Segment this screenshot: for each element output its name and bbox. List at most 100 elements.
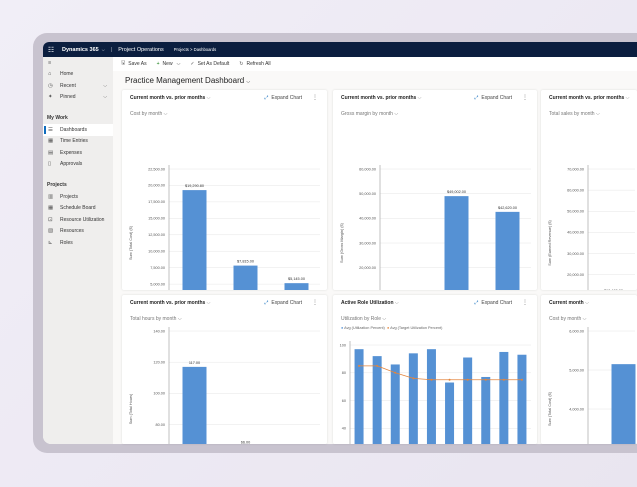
app-name[interactable]: Dynamics 365 [62, 46, 99, 53]
chart-selector[interactable]: Cost by month ⌵ [130, 111, 167, 117]
projects-icon: ▥ [48, 193, 54, 200]
target-point [466, 378, 469, 381]
target-line [359, 365, 522, 381]
bar [233, 265, 258, 290]
chart-selector[interactable]: Total hours by month ⌵ [130, 316, 182, 322]
y-tick-label: 70,000.00 [567, 167, 584, 171]
chart-selector[interactable]: Utilization by Role ⌵ [341, 316, 386, 322]
chart-view-selector[interactable]: Current month vs. prior months ⌵ [341, 95, 421, 101]
expand-chart-button[interactable]: ⤢ Expand Chart [264, 95, 302, 101]
y-tick-label: 20,000.00 [148, 184, 165, 188]
sidebar-item-dashboards[interactable]: ☰ Dashboards [43, 124, 113, 136]
app-launcher-icon[interactable]: ☷ [47, 46, 55, 54]
y-tick-label: 6,000.00 [569, 329, 584, 333]
y-tick-label: 15,000.00 [148, 217, 165, 221]
sidebar-item-recent[interactable]: ◷ Recent ⌵ [43, 80, 113, 92]
save-as-button[interactable]: 🖫 Save As [121, 60, 147, 67]
bar [182, 366, 207, 444]
card-title: Current month vs. prior months [130, 95, 206, 101]
check-icon: ✓ [190, 61, 195, 67]
chevron-down-icon[interactable]: ⌵ [103, 82, 107, 89]
sidebar-item-home[interactable]: ⌂ Home [43, 69, 113, 81]
more-options-icon[interactable]: ⋮ [312, 95, 318, 101]
y-axis-label: Sum (Gross Margin) ($) [340, 222, 344, 263]
y-tick-label: 100 [340, 343, 346, 347]
sidebar-item-roles[interactable]: ⊾ Roles [43, 237, 113, 249]
bar [481, 376, 491, 444]
dashboards-icon: ☰ [48, 126, 53, 133]
chart-view-selector[interactable]: Current month vs. prior months ⌵ [130, 95, 210, 101]
chevron-down-icon[interactable]: ⌵ [176, 61, 181, 67]
expand-chart-button[interactable]: ⤢ Expand Chart [474, 300, 512, 306]
bar [495, 211, 520, 290]
y-tick-label: 40,000.00 [567, 231, 584, 235]
new-button[interactable]: + New ⌵ [156, 61, 181, 67]
y-tick-label: 80.00 [155, 423, 165, 427]
more-options-icon[interactable]: ⋮ [312, 300, 318, 306]
sidebar-item-time-entries[interactable]: ▦ Time Entries [43, 136, 113, 148]
refresh-icon: ↻ [239, 61, 244, 67]
chart-view-selector[interactable]: Current month vs. prior months ⌵ [549, 95, 629, 101]
more-options-icon[interactable]: ⋮ [522, 300, 528, 306]
bar [408, 353, 418, 444]
command-bar: 🖫 Save As + New ⌵ ✓ Set As Default ↻ Refresh … [113, 57, 637, 71]
sidebar-item-resource-utilization[interactable]: ⊡ Resource Utilization [43, 214, 113, 226]
sidebar-group-title: My Work [47, 115, 68, 121]
bar [611, 364, 636, 444]
bar [284, 283, 309, 290]
breadcrumb: Projects > Dashboards [173, 47, 217, 52]
set-default-button[interactable]: ✓ Set As Default [190, 61, 230, 67]
legend-entry: Avg (Target Utilization Percent) [390, 326, 443, 330]
target-point [502, 378, 505, 381]
sidebar: ≡ ⌂ Home ◷ Recent ⌵ ✦ Pinned ⌵ My Work ☰ Dashboards… [43, 57, 113, 444]
chart-card: 0.0010,000.0020,000.0030,000.0040,000.00… [333, 90, 537, 290]
home-icon: ⌂ [48, 71, 52, 78]
sidebar-item-approvals[interactable]: ▯ Approvals [43, 159, 113, 171]
expand-chart-button[interactable]: ⤢ Expand Chart [474, 95, 512, 101]
y-tick-label: 80 [342, 371, 346, 375]
chart-view-selector[interactable]: Current month vs. prior months ⌵ [130, 300, 210, 306]
chart-selector[interactable]: Gross margin by month ⌵ [341, 111, 398, 117]
sidebar-item-resources[interactable]: ▧ Resources [43, 226, 113, 238]
chart-view-selector[interactable]: Current month ⌵ [549, 300, 589, 306]
refresh-all-button[interactable]: ↻ Refresh All [239, 61, 271, 67]
hamburger-menu-button[interactable]: ≡ [43, 57, 113, 69]
pin-icon: ✦ [48, 94, 53, 101]
chart-title: Total hours by month [130, 316, 177, 322]
sidebar-item-label: Resources [60, 228, 84, 235]
more-options-icon[interactable]: ⋮ [522, 95, 528, 101]
bar [182, 190, 207, 290]
expand-chart-button[interactable]: ⤢ Expand Chart [264, 300, 302, 306]
module-name: Project Operations [118, 46, 164, 53]
sidebar-item-schedule-board[interactable]: ▦ Schedule Board [43, 203, 113, 215]
resources-icon: ▧ [48, 228, 54, 235]
y-tick-label: 60 [342, 399, 346, 403]
chevron-down-icon: ⌵ [177, 316, 182, 322]
sidebar-item-expenses[interactable]: ▤ Expenses [43, 147, 113, 159]
chart-selector[interactable]: Total sales by month ⌵ [549, 111, 600, 117]
data-label: $19,290.80 [185, 184, 204, 188]
y-tick-label: 22,500.00 [148, 167, 165, 171]
sidebar-item-label: Time Entries [60, 138, 88, 145]
dashboard-selector[interactable]: Practice Management Dashboard ⌵ [125, 76, 250, 85]
chart-view-selector[interactable]: Active Role Utilization ⌵ [341, 300, 399, 306]
y-tick-label: 50,000.00 [359, 192, 376, 196]
y-tick-label: 50,000.00 [567, 210, 584, 214]
chart-selector[interactable]: Cost by month ⌵ [549, 316, 586, 322]
y-tick-label: 17,500.00 [148, 200, 165, 204]
sidebar-item-pinned[interactable]: ✦ Pinned ⌵ [43, 92, 113, 104]
breadcrumb-item: Dashboards [193, 47, 217, 52]
y-tick-label: 5,000.00 [150, 282, 165, 286]
y-tick-label: 5,000.00 [569, 368, 584, 372]
breadcrumb-item[interactable]: Projects [173, 47, 189, 52]
plus-icon: + [156, 61, 160, 67]
y-tick-label: 30,000.00 [567, 252, 584, 256]
sidebar-item-projects[interactable]: ▥ Projects [43, 191, 113, 203]
expand-icon: ⤢ [264, 300, 269, 306]
chevron-down-icon[interactable]: ⌵ [101, 47, 105, 52]
target-point [484, 378, 487, 381]
target-point [394, 371, 397, 374]
y-tick-label: 40 [342, 427, 346, 431]
chevron-down-icon[interactable]: ⌵ [103, 94, 107, 101]
y-axis-label: Sum (Total Cost) ($) [548, 391, 552, 426]
